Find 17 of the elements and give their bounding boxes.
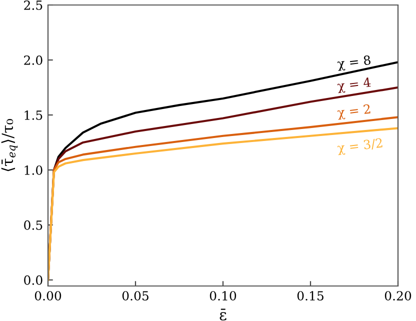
- x-tick-label: 0.15: [297, 291, 324, 301]
- x-tick-label: 0.10: [210, 291, 236, 301]
- x-tick-label: 0.00: [34, 291, 62, 301]
- x-tick-label: 0.05: [122, 291, 148, 301]
- text: χ = 4: [336, 77, 372, 94]
- text: χ = 2: [336, 104, 371, 120]
- x-axis-title: ε̄: [220, 308, 226, 320]
- y-tick-label: 1.5: [24, 110, 42, 120]
- text: χ = 3/2: [336, 138, 383, 156]
- text: χ = 8: [336, 55, 372, 72]
- y-tick-label: 0.5: [24, 220, 42, 230]
- y-tick-label: 0.0: [24, 275, 42, 285]
- x-tick-label: 0.20: [384, 291, 412, 301]
- y-tick-label: 2.0: [24, 55, 42, 65]
- y-tick-label: 2.5: [24, 0, 42, 10]
- y-axis-title: ⟨τ̄$_{eq}$⟩/τ₀: [1, 119, 18, 172]
- y-tick-label: 1.0: [24, 165, 42, 175]
